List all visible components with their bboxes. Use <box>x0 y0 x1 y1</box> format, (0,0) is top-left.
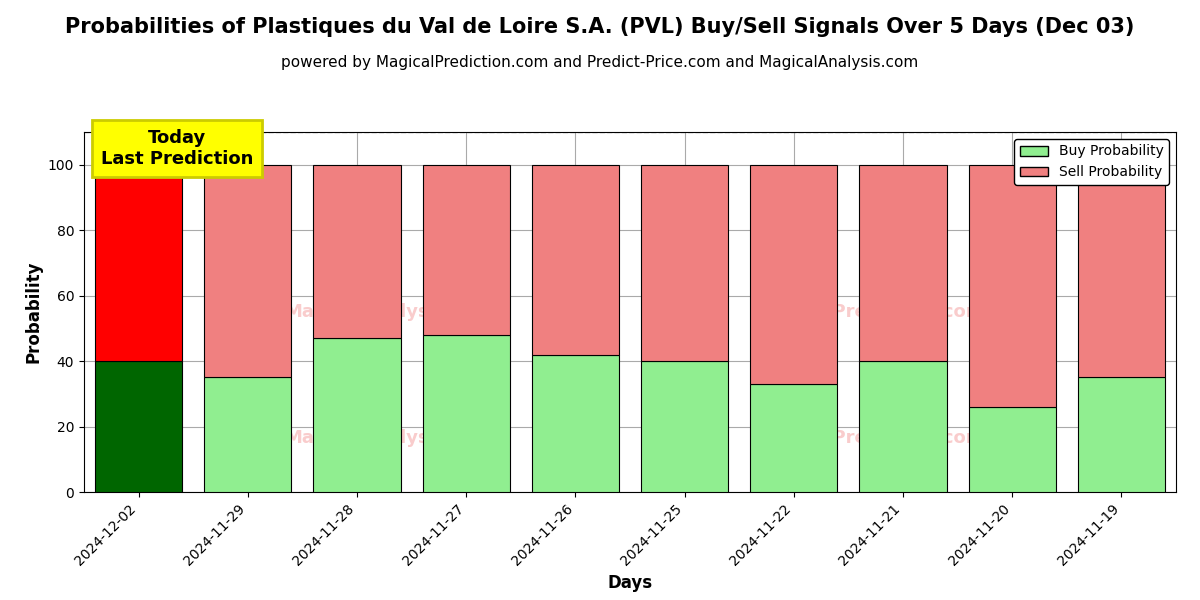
Bar <box>968 165 1056 407</box>
Y-axis label: Probability: Probability <box>24 261 42 363</box>
Bar <box>750 384 838 492</box>
Bar <box>641 165 728 361</box>
Text: Today
Last Prediction: Today Last Prediction <box>101 129 253 168</box>
Text: Probabilities of Plastiques du Val de Loire S.A. (PVL) Buy/Sell Signals Over 5 D: Probabilities of Plastiques du Val de Lo… <box>65 17 1135 37</box>
Bar <box>204 377 292 492</box>
Text: MagicalAnalysis.com: MagicalAnalysis.com <box>284 303 494 321</box>
Text: MagicalPrediction.com: MagicalPrediction.com <box>756 429 985 447</box>
Bar <box>859 165 947 361</box>
Bar <box>968 407 1056 492</box>
Bar <box>750 165 838 384</box>
Bar <box>313 165 401 338</box>
Bar <box>1078 377 1165 492</box>
Bar <box>95 165 182 361</box>
X-axis label: Days: Days <box>607 574 653 592</box>
Bar <box>641 361 728 492</box>
Bar <box>95 361 182 492</box>
Bar <box>532 165 619 355</box>
Bar <box>532 355 619 492</box>
Bar <box>313 338 401 492</box>
Text: powered by MagicalPrediction.com and Predict-Price.com and MagicalAnalysis.com: powered by MagicalPrediction.com and Pre… <box>281 55 919 70</box>
Bar <box>204 165 292 377</box>
Bar <box>422 335 510 492</box>
Legend: Buy Probability, Sell Probability: Buy Probability, Sell Probability <box>1014 139 1169 185</box>
Bar <box>859 361 947 492</box>
Bar <box>1078 165 1165 377</box>
Bar <box>422 165 510 335</box>
Text: MagicalAnalysis.com: MagicalAnalysis.com <box>284 429 494 447</box>
Text: MagicalPrediction.com: MagicalPrediction.com <box>756 303 985 321</box>
